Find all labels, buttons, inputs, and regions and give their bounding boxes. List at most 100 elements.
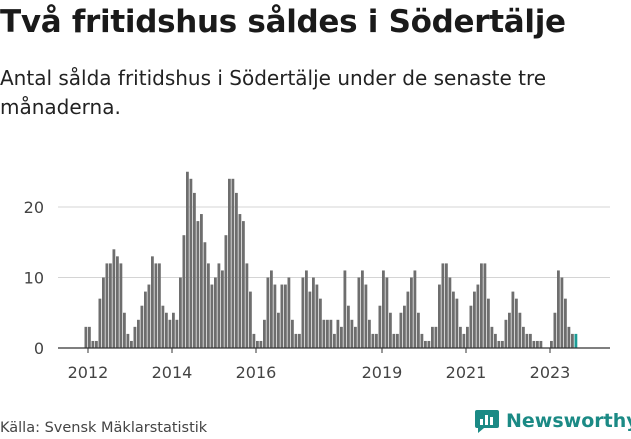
bar: [182, 235, 186, 348]
bar: [291, 319, 294, 348]
brand-name: Newsworthy: [506, 410, 631, 432]
bar: [462, 333, 466, 348]
bar: [452, 291, 455, 348]
bar: [368, 319, 371, 348]
chart-subtitle: Antal sålda fritidshus i Södertälje unde…: [0, 66, 547, 119]
bar: [301, 277, 305, 348]
bar: [322, 319, 326, 348]
bar: [98, 298, 102, 348]
bar: [434, 326, 438, 348]
bar: [109, 263, 112, 348]
bar: [490, 326, 494, 348]
bar: [350, 319, 354, 348]
bar: [245, 263, 249, 348]
x-tick-label: 2021: [446, 363, 487, 382]
bar: [448, 277, 452, 348]
newsworthy-logo[interactable]: Newsworthy: [474, 408, 631, 434]
bar: [266, 277, 270, 348]
newsworthy-icon: [475, 410, 499, 433]
bar: [532, 340, 536, 348]
bar: [137, 319, 140, 348]
x-tick-label: 2016: [236, 363, 277, 382]
bar: [494, 333, 497, 348]
bar: [536, 340, 539, 348]
bar: [431, 326, 434, 348]
bar: [158, 263, 161, 348]
latest-value-label: 2: [577, 0, 588, 5]
bar: [256, 340, 259, 348]
bar: [151, 256, 154, 348]
bar: [165, 312, 168, 348]
bar: [105, 263, 109, 348]
bar: [312, 277, 315, 348]
bar: [319, 298, 322, 348]
bar: [154, 263, 158, 348]
bar: [410, 277, 413, 348]
bar: [168, 319, 172, 348]
bar: [200, 214, 203, 348]
bar: [406, 291, 410, 348]
bar: [539, 340, 543, 348]
bar: [567, 326, 571, 348]
bar: [231, 178, 235, 348]
bar: [273, 284, 277, 348]
bar: [466, 326, 469, 348]
bar: [522, 326, 525, 348]
x-tick-label: 2014: [152, 363, 193, 382]
bar: [214, 277, 217, 348]
bar: [119, 263, 123, 348]
bar: [476, 284, 480, 348]
bar: [161, 305, 165, 348]
bar: [203, 242, 207, 348]
bar: [564, 298, 567, 348]
bar: [228, 178, 231, 348]
bar: [347, 305, 350, 348]
x-tick-label: 2023: [530, 363, 571, 382]
x-tick-label: 2019: [362, 363, 403, 382]
bar: [217, 263, 221, 348]
bar: [175, 319, 179, 348]
bar: [249, 291, 252, 348]
bar: [88, 326, 91, 348]
y-tick-label: 0: [34, 339, 44, 358]
bar: [399, 312, 403, 348]
bar: [315, 284, 319, 348]
bar: [102, 277, 105, 348]
bar: [469, 305, 473, 348]
bar: [196, 221, 200, 348]
bar: [333, 333, 336, 348]
bar: [553, 312, 557, 348]
bar: [371, 333, 375, 348]
bar: [501, 340, 504, 348]
bar: [389, 312, 392, 348]
bar: [361, 270, 364, 348]
bar: [186, 171, 189, 348]
bar: [417, 312, 420, 348]
bar: [126, 333, 130, 348]
bar: [441, 263, 445, 348]
bar: [84, 326, 88, 348]
bar: [357, 277, 361, 348]
bar: [420, 333, 424, 348]
bar: [116, 256, 119, 348]
bar: [221, 270, 224, 348]
bar: [91, 340, 95, 348]
bar: [329, 319, 333, 348]
bar: [238, 214, 242, 348]
bar: [459, 326, 462, 348]
x-tick-label: 2012: [68, 363, 109, 382]
bar: [515, 298, 518, 348]
bar: [364, 284, 368, 348]
bar: [480, 263, 483, 348]
bar: [403, 305, 406, 348]
bar: [529, 333, 532, 348]
bar: [95, 340, 98, 348]
bar: [179, 277, 182, 348]
bar: [504, 319, 508, 348]
bar: [235, 192, 238, 348]
bar: [207, 263, 210, 348]
bar: [445, 263, 448, 348]
bar: [511, 291, 515, 348]
chart-title: Två fritidshus såldes i Södertälje: [0, 4, 566, 40]
bar: [326, 319, 329, 348]
